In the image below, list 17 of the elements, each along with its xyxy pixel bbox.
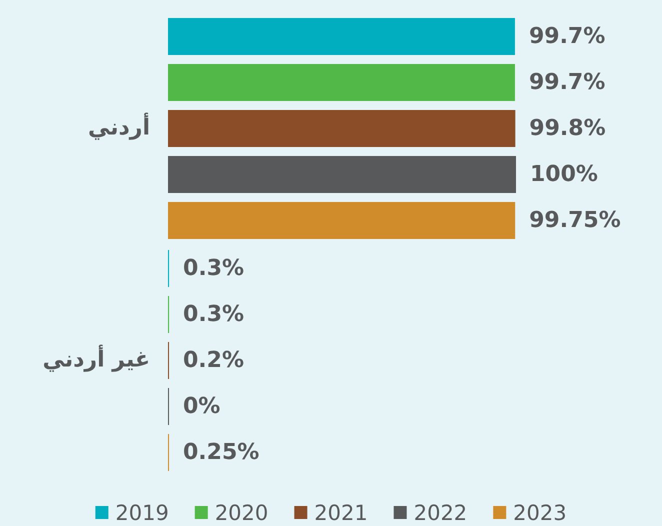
legend-label: 2020 [214, 501, 268, 525]
data-label: 0.25% [183, 440, 260, 465]
legend-label: 2022 [414, 501, 468, 525]
data-label: 0.3% [183, 256, 244, 281]
data-label: 99.8% [529, 116, 606, 141]
legend-label: 2021 [314, 501, 368, 525]
legend-label: 2023 [513, 501, 567, 525]
data-label: 99.7% [528, 70, 606, 95]
data-label: 0% [183, 394, 220, 419]
data-label: 0.3% [183, 302, 244, 327]
data-label: 100% [530, 162, 598, 187]
data-label: 99.75% [529, 208, 621, 233]
data-label: 0.2% [183, 348, 244, 373]
data-label: 99.7% [528, 24, 606, 49]
y-tick-label: أردني [88, 112, 150, 141]
y-tick-label: غير أردني [42, 344, 150, 373]
legend-label: 2019 [115, 501, 169, 525]
